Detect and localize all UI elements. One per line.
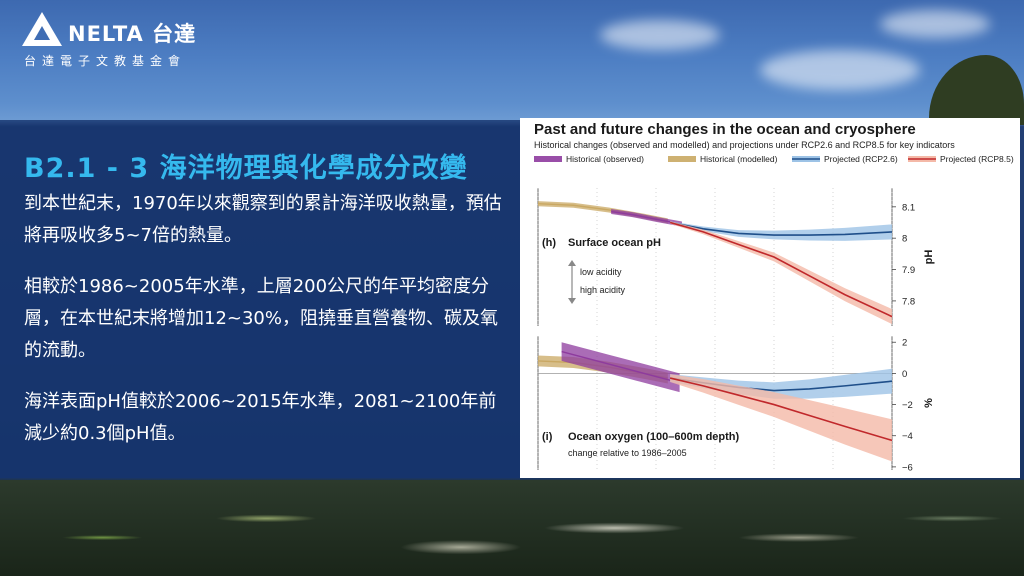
chart-card: Past and future changes in the ocean and… [520,118,1020,478]
legend-swatch-historical_observed [534,156,562,162]
legend-label-rcp85: Projected (RCP8.5) [940,154,1014,164]
panel-title: Surface ocean pH [568,237,661,249]
cloud [600,20,720,50]
panel-title: Ocean oxygen (100–600m depth) [568,431,740,443]
series-line-rcp85 [669,221,893,318]
series-line-rcp85 [669,377,893,442]
legend-label-historical_modelled: Historical (modelled) [700,154,778,164]
slide-title: B2.1 - 3 海洋物理與化學成分改變 [24,153,468,184]
delta-triangle-inner [34,26,50,40]
annotation-high-acidity: high acidity [580,285,626,295]
band-historical_modelled [538,201,668,224]
y-tick-label: 0 [902,369,907,380]
y-axis-label: % [923,398,935,408]
series-line-historical_observed [611,210,683,225]
cloud [760,50,920,90]
band-rcp85 [670,374,892,462]
coral-reef-background [0,480,1024,576]
chart-legend: Historical (observed) Historical (modelle… [534,154,1014,164]
chart-title: Past and future changes in the ocean and… [534,121,916,138]
cloud [880,10,990,38]
y-tick-label: 7.9 [902,265,915,276]
y-axis-label: pH [923,250,935,265]
band-rcp26 [670,221,892,241]
panel-label: (h) [542,237,556,249]
paragraph-heat: 到本世紀末，1970年以來觀察到的累計海洋吸收熱量，預估將再吸收多5~7倍的熱量… [24,193,502,246]
legend-swatch-historical_modelled [668,156,696,162]
panel-i: 2 0 −2 −4 −6% (i) Ocean oxygen (100–600m depth… [537,336,935,473]
series-line-rcp26 [670,221,893,236]
acidity-arrow-icon [568,260,576,304]
arrow-head-up [568,260,576,266]
y-tick-label: 7.8 [902,296,915,307]
annotation-low-acidity: low acidity [580,267,622,277]
arrow-head-down [568,298,576,304]
island-silhouette [929,55,1024,125]
paragraph-ph: 海洋表面pH值較於2006~2015年水準，2081~2100年前減少約0.3個… [24,391,497,444]
y-tick-label: 8 [902,234,907,245]
legend-label-rcp26: Projected (RCP2.6) [824,154,898,164]
chart-subtitle: Historical changes (observed and modelle… [534,140,955,150]
paragraph-stratification: 相較於1986~2005年水準，上層200公尺的年平均密度分層，在本世紀末將增加… [24,276,498,361]
text-panel [0,120,520,478]
y-tick-label: −2 [902,400,913,411]
legend-label-historical_observed: Historical (observed) [566,154,644,164]
panel-h: 7.8 7.9 8 8.1 pH (h) Surface ocean pH low acidi… [537,188,935,326]
y-tick-label: 8.1 [902,202,915,213]
logo-brand: NELTA 台達 [68,22,197,46]
y-tick-label: 2 [902,338,907,349]
panel-note: change relative to 1986–2005 [568,448,687,458]
y-tick-label: −6 [902,462,913,473]
panel-label: (i) [542,431,553,443]
logo-subtitle: 台達電子文教基金會 [24,54,187,68]
series-line-historical_observed [561,350,680,384]
chart: Past and future changes in the ocean and… [534,121,1014,473]
logo: NELTA 台達 台達電子文教基金會 [22,12,195,70]
y-tick-label: −4 [902,431,913,442]
chart-panels: 7.8 7.9 8 8.1 pH (h) Surface ocean pH low acidi… [537,188,935,473]
